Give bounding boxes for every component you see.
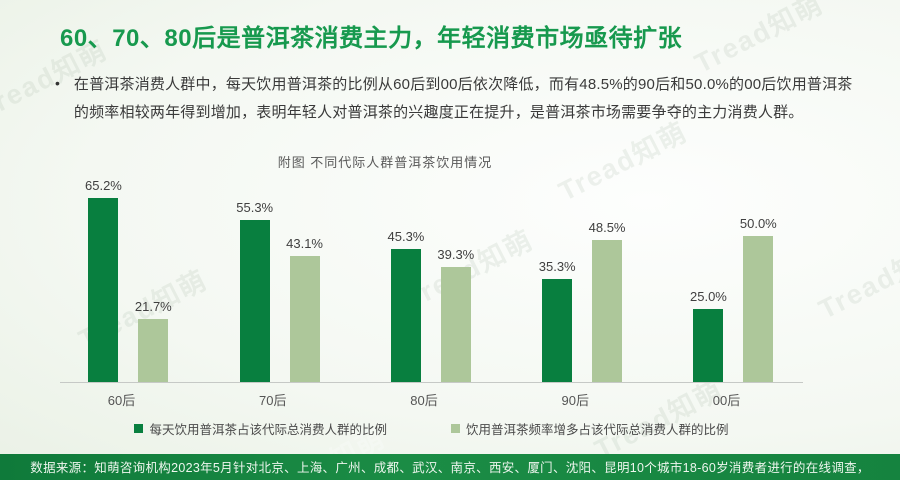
legend-item-2: 饮用普洱茶频率增多占该代际总消费人群的比例 <box>451 419 729 438</box>
x-axis-label: 80后 <box>410 393 438 408</box>
bar-series-1 <box>542 278 573 382</box>
bar-series-2 <box>440 266 471 382</box>
bar-value-label: 21.7% <box>134 298 172 314</box>
bar-group-90后: 35.3% 48.5% 90后 <box>539 178 626 408</box>
bar-value-label: 55.3% <box>236 200 274 216</box>
bar-value-label: 48.5% <box>588 220 626 235</box>
bar-column: 50.0% <box>740 178 777 382</box>
bar-series-1 <box>88 198 119 382</box>
bar-column: 65.2% <box>85 178 122 382</box>
bullet-text: 在普洱茶消费人群中，每天饮用普洱茶的比例从60后到00后依次降低，而有48.5%… <box>73 76 853 121</box>
source-text-line1: 数据来源：知萌咨询机构2023年5月针对北京、上海、广州、成都、武汉、南京、西安… <box>30 461 870 475</box>
source-footer: 数据来源：知萌咨询机构2023年5月针对北京、上海、广州、成都、武汉、南京、西安… <box>0 454 900 480</box>
bar-value-label: 45.3% <box>387 229 425 245</box>
legend-swatch <box>134 424 144 433</box>
bar-value-label: 39.3% <box>437 246 475 262</box>
legend-swatch <box>451 424 460 433</box>
bar-value-label: 25.0% <box>690 288 727 304</box>
bar-column: 25.0% <box>690 178 727 382</box>
legend-label: 每天饮用普洱茶占该代际总消费人群的比例 <box>149 423 387 437</box>
bar-group-00后: 25.0% 50.0% 00后 <box>690 178 777 408</box>
bar-series-2 <box>289 255 320 382</box>
legend-item-1: 每天饮用普洱茶占该代际总消费人群的比例 <box>134 419 387 438</box>
chart-title: 附图 不同代际人群普洱茶饮用情况 <box>277 155 493 170</box>
bar-value-label: 43.1% <box>286 235 323 251</box>
legend-label: 饮用普洱茶频率增多占该代际总消费人群的比例 <box>466 423 729 437</box>
bar-column: 43.1% <box>286 178 323 382</box>
bar-value-label: 35.3% <box>538 258 576 274</box>
summary-bullet: • 在普洱茶消费人群中，每天饮用普洱茶的比例从60后到00后依次降低，而有48.… <box>55 71 860 127</box>
bar-series-2 <box>138 318 169 382</box>
brand-watermark: Tread知萌 <box>813 234 900 325</box>
bar-series-2 <box>592 240 623 382</box>
bar-column: 35.3% <box>539 178 576 382</box>
bar-chart: 附图 不同代际人群普洱茶饮用情况 65.2% 21.7% 60后 55.3% 43.1%… <box>60 152 803 438</box>
page-title: 60、70、80后是普洱茶消费主力，年轻消费市场亟待扩张 <box>60 25 683 52</box>
bar-group-80后: 45.3% 39.3% 80后 <box>387 178 475 408</box>
bar-series-1 <box>693 308 724 382</box>
bar-column: 39.3% <box>437 178 474 382</box>
bar-column: 48.5% <box>589 178 626 382</box>
bar-value-label: 65.2% <box>85 178 122 193</box>
bullet-marker: • <box>55 75 60 91</box>
chart-plot-area: 65.2% 21.7% 60后 55.3% 43.1% 70后 45.3% 39.3% 80后 3… <box>60 178 803 408</box>
chart-legend: 每天饮用普洱茶占该代际总消费人群的比例 饮用普洱茶频率增多占该代际总消费人群的比例 <box>60 419 803 438</box>
bar-series-1 <box>390 249 421 382</box>
bar-series-2 <box>743 235 774 382</box>
x-axis-label: 60后 <box>107 393 136 408</box>
x-axis-label: 00后 <box>712 393 741 408</box>
bar-column: 45.3% <box>387 178 425 382</box>
bar-value-label: 50.0% <box>739 215 777 231</box>
bar-group-60后: 65.2% 21.7% 60后 <box>85 178 172 408</box>
bar-series-1 <box>239 220 270 382</box>
bar-column: 55.3% <box>236 178 273 382</box>
bar-column: 21.7% <box>135 178 172 382</box>
x-axis-label: 90后 <box>561 393 589 408</box>
x-axis-label: 70后 <box>259 393 287 408</box>
bar-group-70后: 55.3% 43.1% 70后 <box>236 178 323 408</box>
